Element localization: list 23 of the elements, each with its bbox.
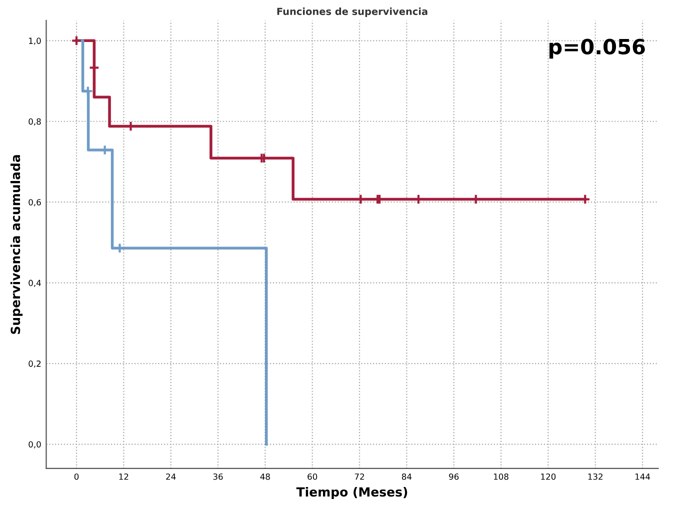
x-tick-label: 144 bbox=[635, 474, 650, 480]
y-tick-label: 0,8 bbox=[28, 118, 41, 126]
x-tick-label: 12 bbox=[119, 473, 128, 480]
x-tick-label: 108 bbox=[494, 473, 508, 480]
x-tick-label: 0 bbox=[74, 473, 79, 480]
x-tick-label: 48 bbox=[260, 473, 270, 480]
y-tick-label: 0,2 bbox=[28, 360, 41, 368]
x-tick-label: 84 bbox=[402, 473, 412, 480]
x-axis-title: Tiempo (Meses) bbox=[296, 486, 408, 500]
x-tick-label: 36 bbox=[213, 473, 223, 480]
x-tick-label: 120 bbox=[541, 473, 556, 480]
annotation: p=0.056 bbox=[549, 38, 645, 59]
x-tick-label: 60 bbox=[308, 473, 318, 480]
x-tick-label: 132 bbox=[588, 473, 602, 480]
y-tick-label: 0,4 bbox=[28, 280, 41, 287]
y-tick-label: 1,0 bbox=[29, 38, 41, 45]
x-tick-label: 72 bbox=[354, 473, 364, 480]
chart-title: Funciones de supervivencia bbox=[277, 8, 428, 17]
x-tick-label: 96 bbox=[449, 473, 459, 480]
y-tick-label: 0,0 bbox=[28, 441, 41, 448]
y-axis-title: Supervivencia acumulada bbox=[10, 155, 23, 334]
x-tick-label: 24 bbox=[166, 473, 176, 480]
y-tick-label: 0,6 bbox=[28, 199, 41, 206]
